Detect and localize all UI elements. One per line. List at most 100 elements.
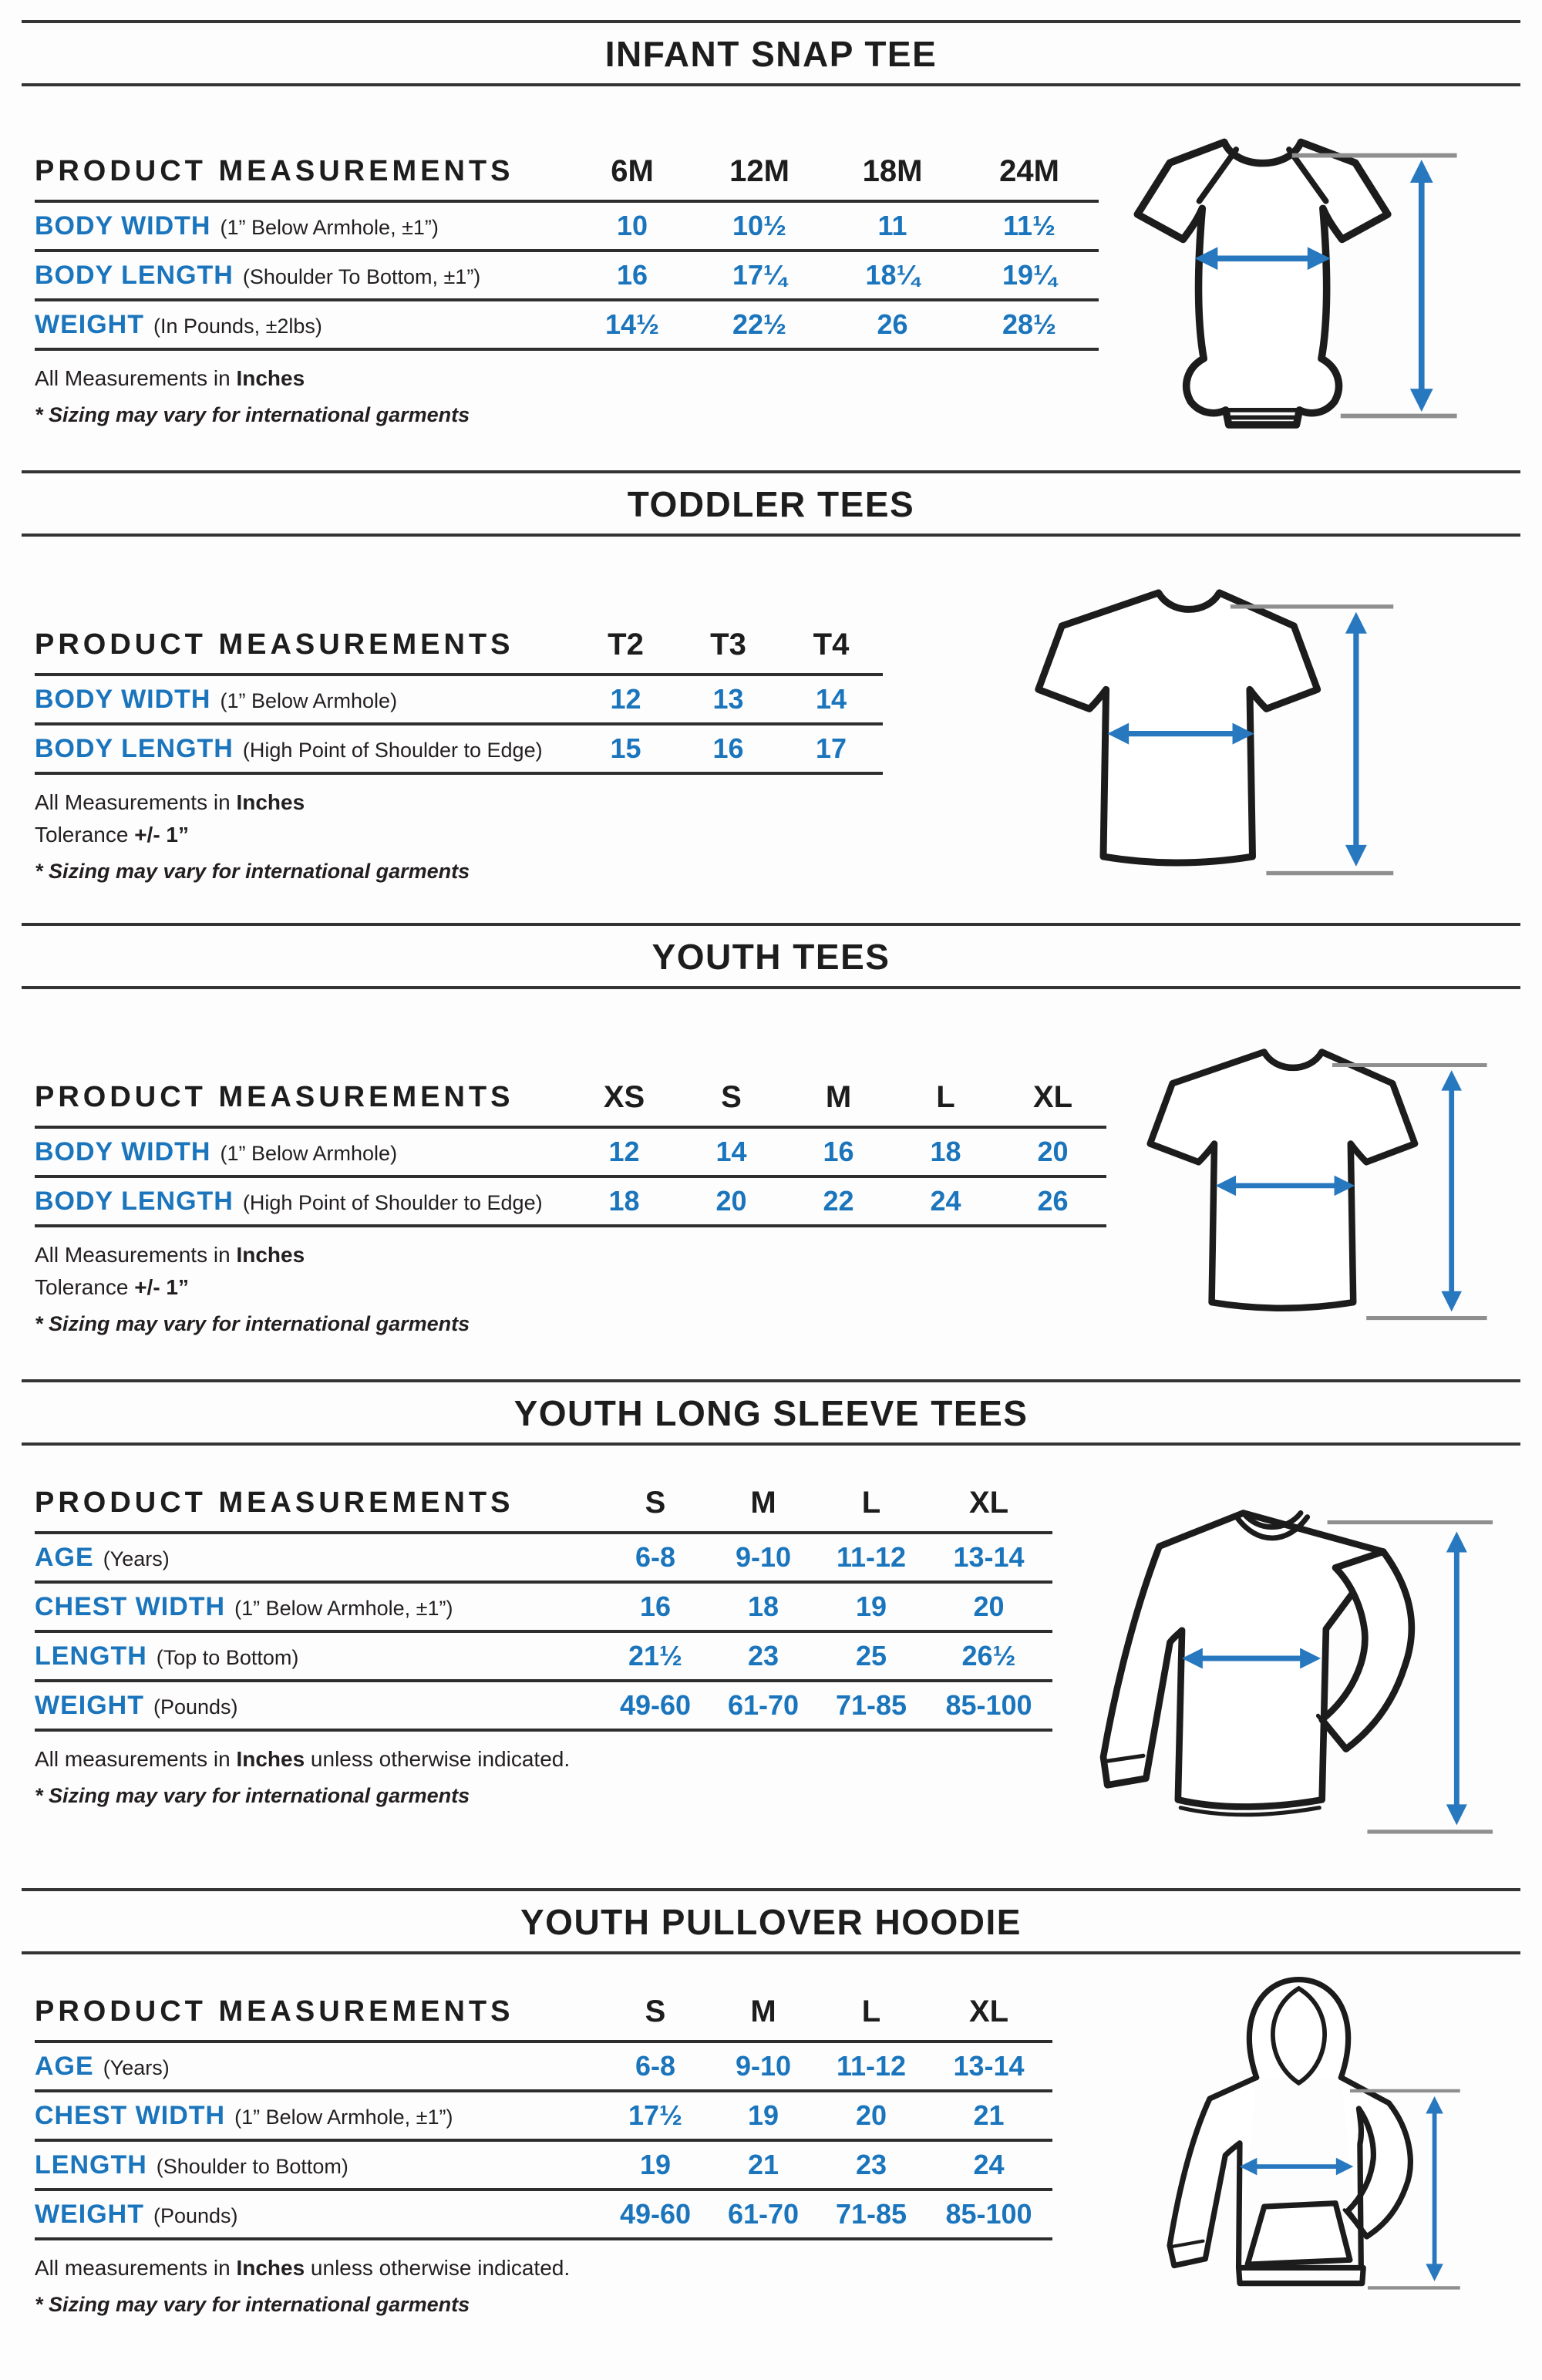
size-column-header: XL xyxy=(1032,1080,1073,1114)
footnote-bold: Inches xyxy=(236,1243,305,1267)
section-content: PRODUCT MEASUREMENTS XS S M L XL BODY WI… xyxy=(35,1049,1542,1351)
measurement-value: 11-12 xyxy=(836,2050,907,2082)
row-note: (Shoulder to Bottom) xyxy=(156,2154,348,2178)
section-bottom-rule xyxy=(22,534,1520,537)
section-bottom-rule xyxy=(22,1442,1520,1446)
size-column-header: T2 xyxy=(608,628,644,661)
measurement-value: 22 xyxy=(823,1185,854,1217)
measurement-value: 10 xyxy=(616,210,648,241)
row-label-cell: BODY WIDTH (1” Below Armhole) xyxy=(35,685,574,715)
footnotes: All measurements in Inches unless otherw… xyxy=(35,1747,1052,1808)
section-title: YOUTH PULLOVER HOODIE xyxy=(520,1902,1022,1942)
body-width-arrow xyxy=(1107,722,1254,745)
measurement-value: 20 xyxy=(855,2099,887,2131)
measurement-value: 9-10 xyxy=(735,1541,792,1573)
size-column-header: M xyxy=(825,1080,852,1114)
footnote-units: All Measurements in Inches xyxy=(35,1243,1106,1267)
table-row: WEIGHT (Pounds) 49-60 61-70 71-85 85-100 xyxy=(35,1682,1052,1732)
measurement-value: 21 xyxy=(973,2099,1005,2131)
measurement-value: 19 xyxy=(639,2149,672,2180)
footnote-text: Tolerance xyxy=(35,823,135,847)
section-content: PRODUCT MEASUREMENTS S M L XL AGE (Years)… xyxy=(35,1481,1542,1860)
table-header-label: PRODUCT MEASUREMENTS xyxy=(35,628,514,661)
measurement-value: 18 xyxy=(608,1185,640,1217)
size-column-header: M xyxy=(750,1486,776,1520)
measurement-value: 17¼ xyxy=(732,259,787,291)
raglan-seams xyxy=(1196,146,1329,204)
row-note: (1” Below Armhole) xyxy=(220,688,398,712)
table-row: WEIGHT (In Pounds, ±2lbs) 14½ 22½ 26 28½ xyxy=(35,301,1099,351)
footnote-sizing: * Sizing may vary for international garm… xyxy=(35,860,470,883)
row-note: (Pounds) xyxy=(153,1695,238,1719)
size-column-header: T4 xyxy=(813,628,850,661)
measurement-value: 11-12 xyxy=(836,1541,907,1573)
row-label: AGE xyxy=(35,1542,94,1572)
measurement-value: 16 xyxy=(639,1591,672,1622)
measurement-table: PRODUCT MEASUREMENTS S M L XL AGE (Years)… xyxy=(35,1481,1052,1860)
size-column-header: 6M xyxy=(611,154,654,188)
row-note: (High Point of Shoulder to Edge) xyxy=(242,738,543,762)
section-bottom-rule xyxy=(22,1951,1520,1954)
long-sleeve-tee-figure xyxy=(1063,1496,1503,1860)
footnotes: All measurements in Inches unless otherw… xyxy=(35,2256,1052,2317)
size-column-header: 24M xyxy=(999,154,1059,188)
footnote-bold: +/- 1” xyxy=(134,823,189,847)
chest-width-arrow xyxy=(1239,2157,1354,2176)
snap-band-lines xyxy=(1226,408,1299,420)
table-row: BODY LENGTH (Shoulder To Bottom, ±1”) 16 … xyxy=(35,252,1099,301)
hoodie-figure xyxy=(1132,1966,1466,2315)
row-note: (Pounds) xyxy=(153,2203,238,2227)
row-label: WEIGHT xyxy=(35,309,144,339)
measurement-value: 61-70 xyxy=(727,1689,800,1721)
row-label: BODY LENGTH xyxy=(35,1186,234,1216)
size-column-header: L xyxy=(861,1486,881,1520)
row-label: BODY WIDTH xyxy=(35,210,211,241)
collar xyxy=(1234,1510,1311,1541)
tee-drawing xyxy=(1035,589,1394,876)
measurement-value: 14 xyxy=(715,1136,747,1167)
footnote-bold: Inches xyxy=(236,1747,305,1771)
table-header-label: PRODUCT MEASUREMENTS xyxy=(35,1995,514,2028)
measurement-value: 16 xyxy=(823,1136,854,1167)
footnote-text: All Measurements in xyxy=(35,366,237,390)
measurement-table: PRODUCT MEASUREMENTS T2 T3 T4 BODY WIDTH… xyxy=(35,623,883,907)
row-label-cell: AGE (Years) xyxy=(35,1543,601,1573)
section-bottom-rule xyxy=(22,986,1520,989)
section-infant-snap-tee: INFANT SNAP TEE PRODUCT MEASUREMENTS 6M … xyxy=(0,0,1542,459)
measurement-value: 26 xyxy=(1037,1185,1069,1217)
table-row: CHEST WIDTH (1” Below Armhole, ±1”) 17½ 1… xyxy=(35,2092,1052,2142)
bottom-band xyxy=(1235,2264,1366,2287)
table-header-row: PRODUCT MEASUREMENTS S M L XL xyxy=(35,1990,1052,2043)
measurement-value: 18 xyxy=(747,1591,779,1622)
table-row: WEIGHT (Pounds) 49-60 61-70 71-85 85-100 xyxy=(35,2191,1052,2240)
section-top-rule xyxy=(22,470,1520,473)
row-label: CHEST WIDTH xyxy=(35,1591,226,1621)
measurement-value: 85-100 xyxy=(945,1689,1032,1721)
row-label: BODY WIDTH xyxy=(35,1136,211,1166)
section-title: INFANT SNAP TEE xyxy=(604,34,938,74)
footnote-sizing: * Sizing may vary for international garm… xyxy=(35,1312,470,1335)
footnote-text: All measurements in xyxy=(35,2256,237,2280)
measurement-value: 85-100 xyxy=(945,2198,1032,2230)
row-note: (1” Below Armhole, ±1”) xyxy=(234,2105,453,2129)
size-column-header: L xyxy=(861,1995,881,2028)
body-length-arrow xyxy=(1409,160,1433,412)
measurement-value: 6-8 xyxy=(635,1541,676,1573)
row-note: (1” Below Armhole) xyxy=(220,1141,398,1165)
table-row: AGE (Years) 6-8 9-10 11-12 13-14 xyxy=(35,1534,1052,1584)
body-length-arrow xyxy=(1441,1070,1462,1312)
size-column-header: S xyxy=(645,1486,666,1520)
row-label-cell: LENGTH (Shoulder to Bottom) xyxy=(35,2150,601,2180)
table-row: BODY WIDTH (1” Below Armhole, ±1”) 10 10½… xyxy=(35,203,1099,252)
cuff-and-hem-lines xyxy=(1105,1713,1343,1817)
measurement-value: 20 xyxy=(973,1591,1005,1622)
table-row: BODY LENGTH (High Point of Shoulder to Ed… xyxy=(35,1178,1106,1227)
hood-outline xyxy=(1246,1976,1352,2081)
footnote-tolerance: Tolerance +/- 1” xyxy=(35,823,883,847)
row-label: BODY LENGTH xyxy=(35,733,234,763)
long-sleeve-tee-drawing xyxy=(1099,1510,1493,1834)
row-label: BODY WIDTH xyxy=(35,684,211,714)
length-arrow xyxy=(1426,2096,1443,2281)
measurement-value: 28½ xyxy=(1002,308,1057,340)
section-top-rule xyxy=(22,923,1520,926)
